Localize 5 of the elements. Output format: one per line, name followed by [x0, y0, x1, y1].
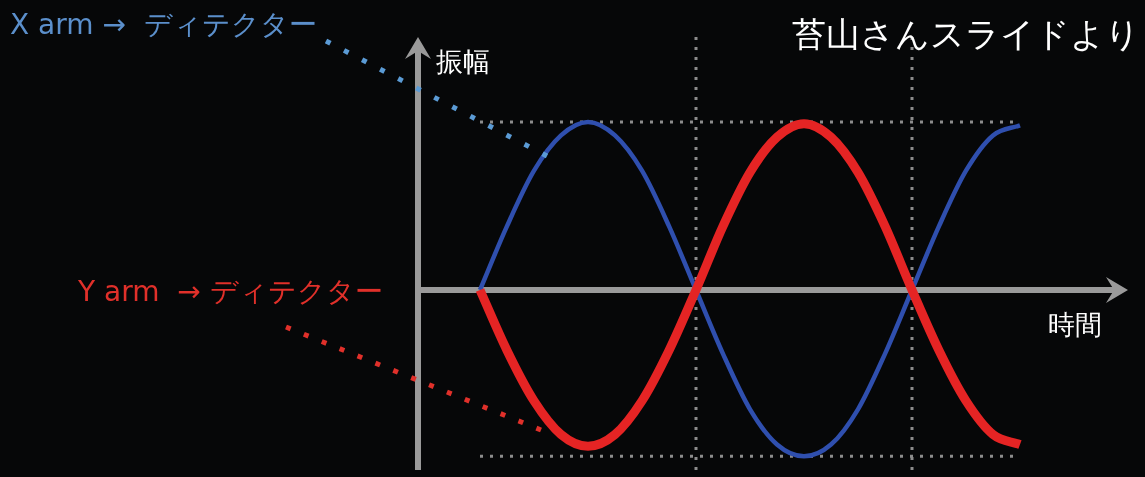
y-axis-title: 振幅 — [436, 46, 490, 77]
annotation: 苔山さんスライドより — [792, 14, 1140, 54]
annotation: X arm → ディテクター — [10, 8, 317, 41]
annotation: Y arm → ディテクター — [78, 275, 383, 308]
x-axis-title: 時間 — [1048, 309, 1102, 340]
